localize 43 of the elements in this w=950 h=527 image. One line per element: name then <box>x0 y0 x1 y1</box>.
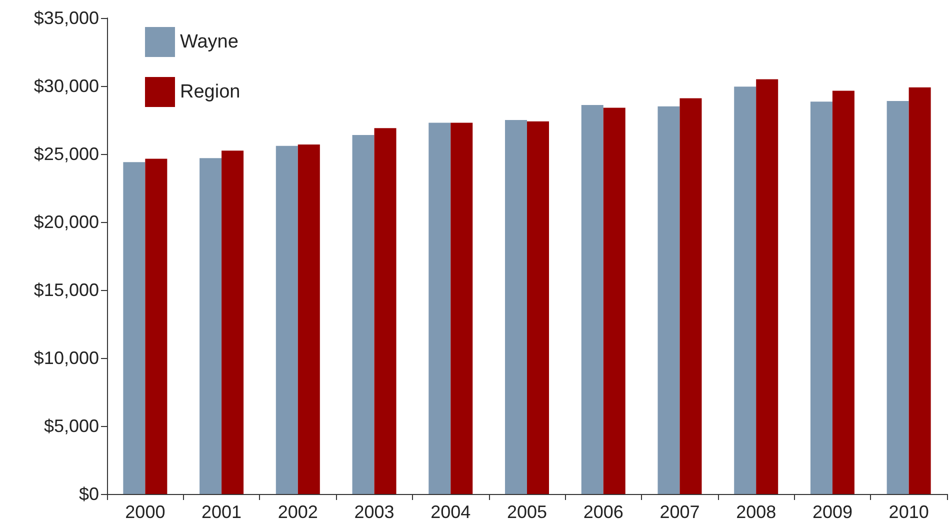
x-tick-label: 2002 <box>278 502 318 522</box>
x-tick-label: 2000 <box>125 502 166 522</box>
bar <box>581 105 604 494</box>
bar <box>527 121 549 494</box>
y-tick-label: $30,000 <box>34 76 99 96</box>
bar <box>603 108 626 494</box>
y-tick-label: $5,000 <box>44 416 99 436</box>
bar <box>908 87 931 494</box>
bar <box>810 102 832 494</box>
bar <box>658 106 680 494</box>
x-tick-label: 2006 <box>583 502 624 522</box>
bar <box>374 128 396 494</box>
bar <box>123 162 146 494</box>
y-tick-label: $35,000 <box>34 8 99 28</box>
bar <box>832 90 854 494</box>
bar <box>298 144 320 494</box>
y-tick-label: $25,000 <box>34 144 99 164</box>
bar <box>886 100 909 494</box>
x-tick-label: 2007 <box>660 502 700 522</box>
y-tick-label: $10,000 <box>34 348 99 368</box>
bar <box>680 98 702 494</box>
x-tick-label: 2010 <box>888 502 929 522</box>
bar <box>222 150 244 494</box>
x-tick-label: 2005 <box>506 502 548 522</box>
y-tick-label: $20,000 <box>34 212 99 232</box>
bar <box>756 79 778 494</box>
bar <box>352 134 374 494</box>
x-tick-label: 2001 <box>202 502 242 522</box>
bar <box>734 86 756 494</box>
legend-label: Region <box>180 82 240 102</box>
bar <box>450 122 473 494</box>
bar <box>200 158 222 494</box>
bar <box>145 158 168 494</box>
y-tick-label: $15,000 <box>34 280 99 300</box>
x-tick-label: 2008 <box>736 502 776 522</box>
y-tick-label: $0 <box>78 484 99 504</box>
bar <box>505 120 527 494</box>
x-tick-label: 2009 <box>812 502 852 522</box>
x-tick-label: 2004 <box>430 502 471 522</box>
bar <box>276 146 298 494</box>
legend-label: Wayne <box>180 32 238 52</box>
bar <box>428 122 451 494</box>
x-tick-label: 2003 <box>354 502 394 522</box>
